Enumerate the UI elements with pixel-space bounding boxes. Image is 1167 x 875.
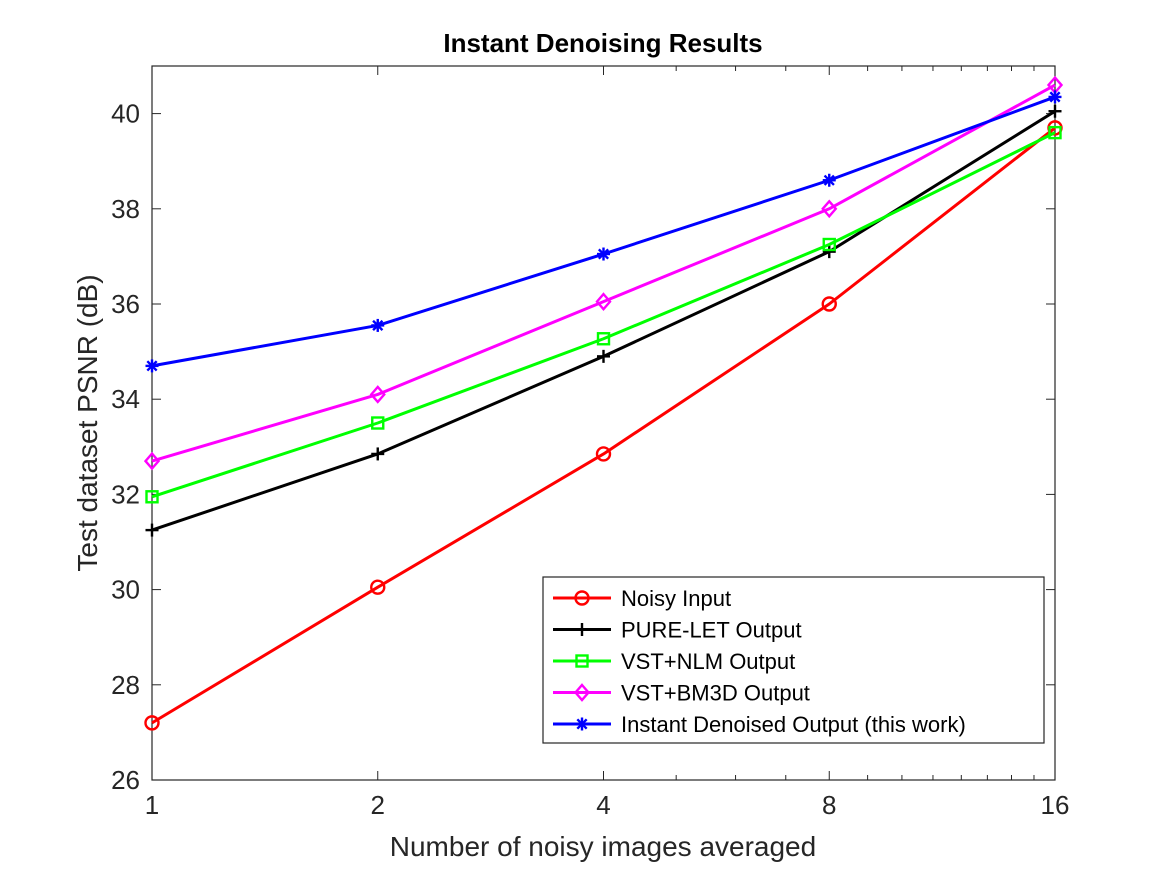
y-tick-label: 34 (111, 384, 140, 414)
x-tick-label: 16 (1041, 790, 1070, 820)
legend: Noisy Input PURE-LET Output VST+NLM Output… (542, 576, 1045, 744)
legend-label: Noisy Input (621, 586, 731, 611)
legend-marker (574, 590, 590, 606)
data-point (822, 173, 836, 187)
data-point (371, 416, 385, 430)
data-point (370, 579, 386, 595)
data-point (145, 523, 159, 537)
legend-marker (575, 623, 589, 636)
data-point (1048, 90, 1062, 104)
data-point (371, 318, 385, 332)
data-point (145, 490, 159, 504)
series-1 (145, 104, 1062, 537)
series-line (151, 131, 1056, 499)
legend-label: PURE-LET Output (621, 618, 802, 643)
data-point (821, 296, 837, 312)
legend-box (542, 576, 1045, 744)
legend-marker (575, 717, 589, 731)
chart-title: Instant Denoising Results (443, 28, 762, 58)
legend-marker (575, 654, 589, 668)
legend-item: Noisy Input (553, 586, 731, 611)
axis-tick-labels: 26 28 30 32 34 36 38 40 1 2 4 8 16 (111, 99, 1069, 820)
legend-label: Instant Denoised Output (this work) (621, 712, 966, 737)
series-2 (145, 125, 1062, 504)
y-tick-label: 36 (111, 289, 140, 319)
data-point (1048, 125, 1062, 140)
series-layer (143, 75, 1064, 731)
y-axis-label: Test dataset PSNR (dB) (72, 274, 103, 571)
data-point (822, 245, 836, 259)
x-tick-label: 4 (596, 790, 610, 820)
data-point (595, 292, 612, 311)
data-point (143, 451, 161, 471)
data-point (597, 247, 610, 261)
series-line (151, 126, 1056, 725)
data-point (145, 359, 159, 373)
series-4 (145, 90, 1062, 373)
data-point (1048, 104, 1062, 118)
data-point (595, 446, 612, 462)
x-tick-label: 8 (822, 790, 836, 820)
x-tick-label: 1 (145, 790, 159, 820)
legend-label: VST+NLM Output (621, 649, 795, 674)
y-tick-label: 30 (111, 575, 140, 605)
legend-label: VST+BM3D Output (621, 681, 810, 706)
legend-marker (573, 683, 591, 702)
data-point (371, 447, 385, 461)
legend-item: VST+NLM Output (553, 649, 795, 674)
y-tick-label: 40 (111, 99, 140, 129)
y-tick-label: 26 (111, 765, 140, 795)
data-point (369, 385, 386, 404)
data-point (821, 199, 838, 219)
data-point (822, 237, 836, 252)
y-tick-label: 32 (111, 479, 140, 509)
legend-item: VST+BM3D Output (553, 681, 810, 706)
legend-item: Instant Denoised Output (this work) (553, 712, 966, 737)
x-axis-label: Number of noisy images averaged (390, 831, 816, 862)
data-point (597, 349, 610, 363)
legend-item: PURE-LET Output (553, 618, 802, 643)
y-tick-label: 28 (111, 670, 140, 700)
data-point (144, 715, 160, 731)
y-tick-label: 38 (111, 194, 140, 224)
series-line (151, 83, 1056, 463)
x-tick-label: 2 (371, 790, 385, 820)
data-point (596, 332, 611, 346)
